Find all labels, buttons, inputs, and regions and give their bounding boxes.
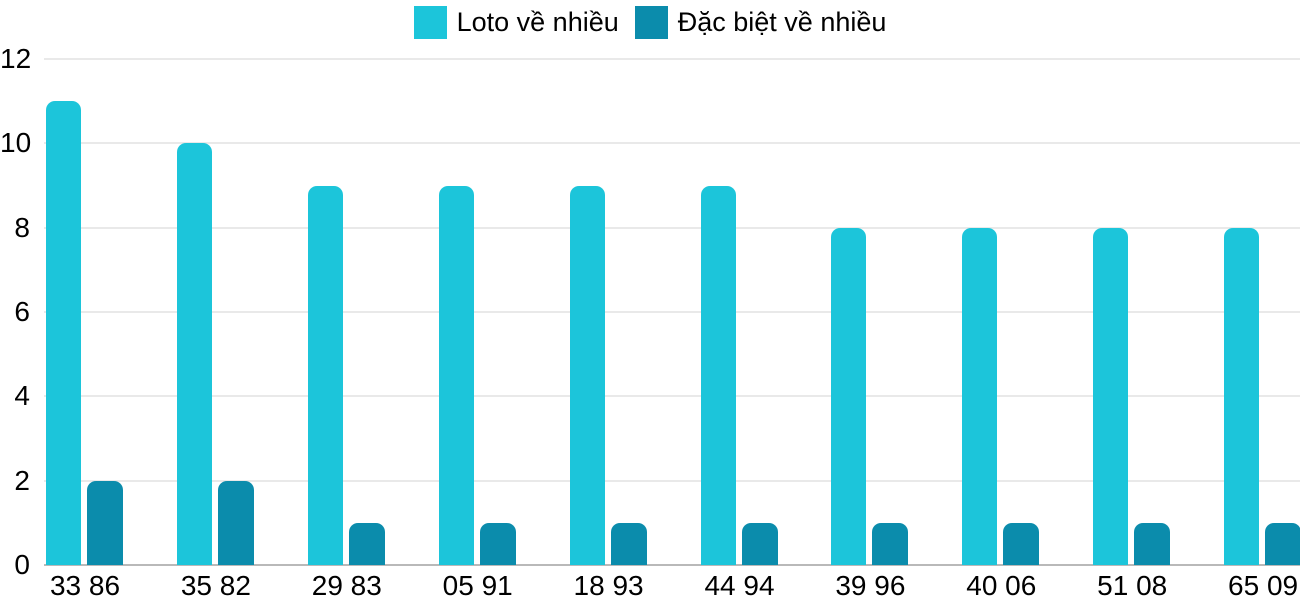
bar-dacbiet-51-08[interactable] — [1134, 522, 1171, 565]
y-tick-label: 12 — [0, 43, 32, 74]
y-tick-label: 2 — [14, 464, 30, 496]
x-tick-label: 44 94 — [704, 570, 775, 600]
legend-swatch-icon — [634, 6, 668, 39]
bar-loto-39-96[interactable] — [831, 227, 867, 565]
x-tick-label: 35 82 — [180, 570, 251, 600]
bar-dacbiet-65-09[interactable] — [1265, 522, 1300, 565]
y-tick-label: 8 — [14, 211, 30, 243]
chart-legend: Loto về nhiều Đặc biệt về nhiều — [0, 6, 1300, 39]
x-axis-line — [44, 564, 1300, 566]
x-tick-label: 51 08 — [1097, 570, 1168, 600]
bar-loto-05-91[interactable] — [438, 185, 474, 565]
x-tick-label: 05 91 — [442, 570, 513, 600]
bar-loto-40-06[interactable] — [962, 227, 998, 565]
y-tick-label: 4 — [14, 380, 30, 412]
bar-loto-44-94[interactable] — [700, 185, 736, 565]
x-tick-label: 18 93 — [573, 570, 644, 600]
bar-loto-51-08[interactable] — [1093, 227, 1129, 565]
x-tick-label: 39 96 — [835, 570, 906, 600]
legend-label: Loto về nhiều — [456, 7, 619, 37]
bar-dacbiet-40-06[interactable] — [1003, 522, 1040, 565]
gridline — [44, 142, 1300, 145]
bar-loto-29-83[interactable] — [307, 185, 343, 565]
legend-item-loto[interactable]: Loto về nhiều — [413, 6, 619, 39]
x-tick-label: 40 06 — [966, 570, 1037, 600]
gridline — [44, 226, 1300, 229]
gridline — [44, 311, 1300, 313]
bar-dacbiet-33-86[interactable] — [87, 480, 123, 565]
gridline — [44, 58, 1300, 60]
bar-loto-35-82[interactable] — [176, 143, 212, 565]
y-tick-label: 10 — [0, 127, 32, 159]
y-tick-label: 6 — [14, 296, 30, 327]
x-tick-label: 29 83 — [311, 570, 382, 600]
bar-dacbiet-05-91[interactable] — [479, 522, 516, 565]
bar-loto-18-93[interactable] — [569, 185, 605, 565]
bar-loto-65-09[interactable] — [1224, 227, 1260, 565]
gridline — [44, 479, 1300, 482]
bar-dacbiet-29-83[interactable] — [348, 522, 385, 565]
bar-dacbiet-35-82[interactable] — [217, 480, 254, 565]
x-tick-label: 65 09 — [1228, 570, 1299, 600]
bar-loto-33-86[interactable] — [46, 101, 81, 565]
legend-swatch-icon — [413, 6, 447, 39]
gridline — [44, 395, 1300, 398]
x-tick-label: 33 86 — [49, 570, 121, 600]
bar-dacbiet-18-93[interactable] — [610, 522, 647, 565]
legend-item-dac-biet[interactable]: Đặc biệt về nhiều — [634, 6, 887, 39]
y-tick-label: 0 — [14, 549, 30, 580]
bar-dacbiet-44-94[interactable] — [741, 522, 778, 565]
bar-dacbiet-39-96[interactable] — [872, 522, 909, 565]
legend-label: Đặc biệt về nhiều — [677, 7, 887, 37]
